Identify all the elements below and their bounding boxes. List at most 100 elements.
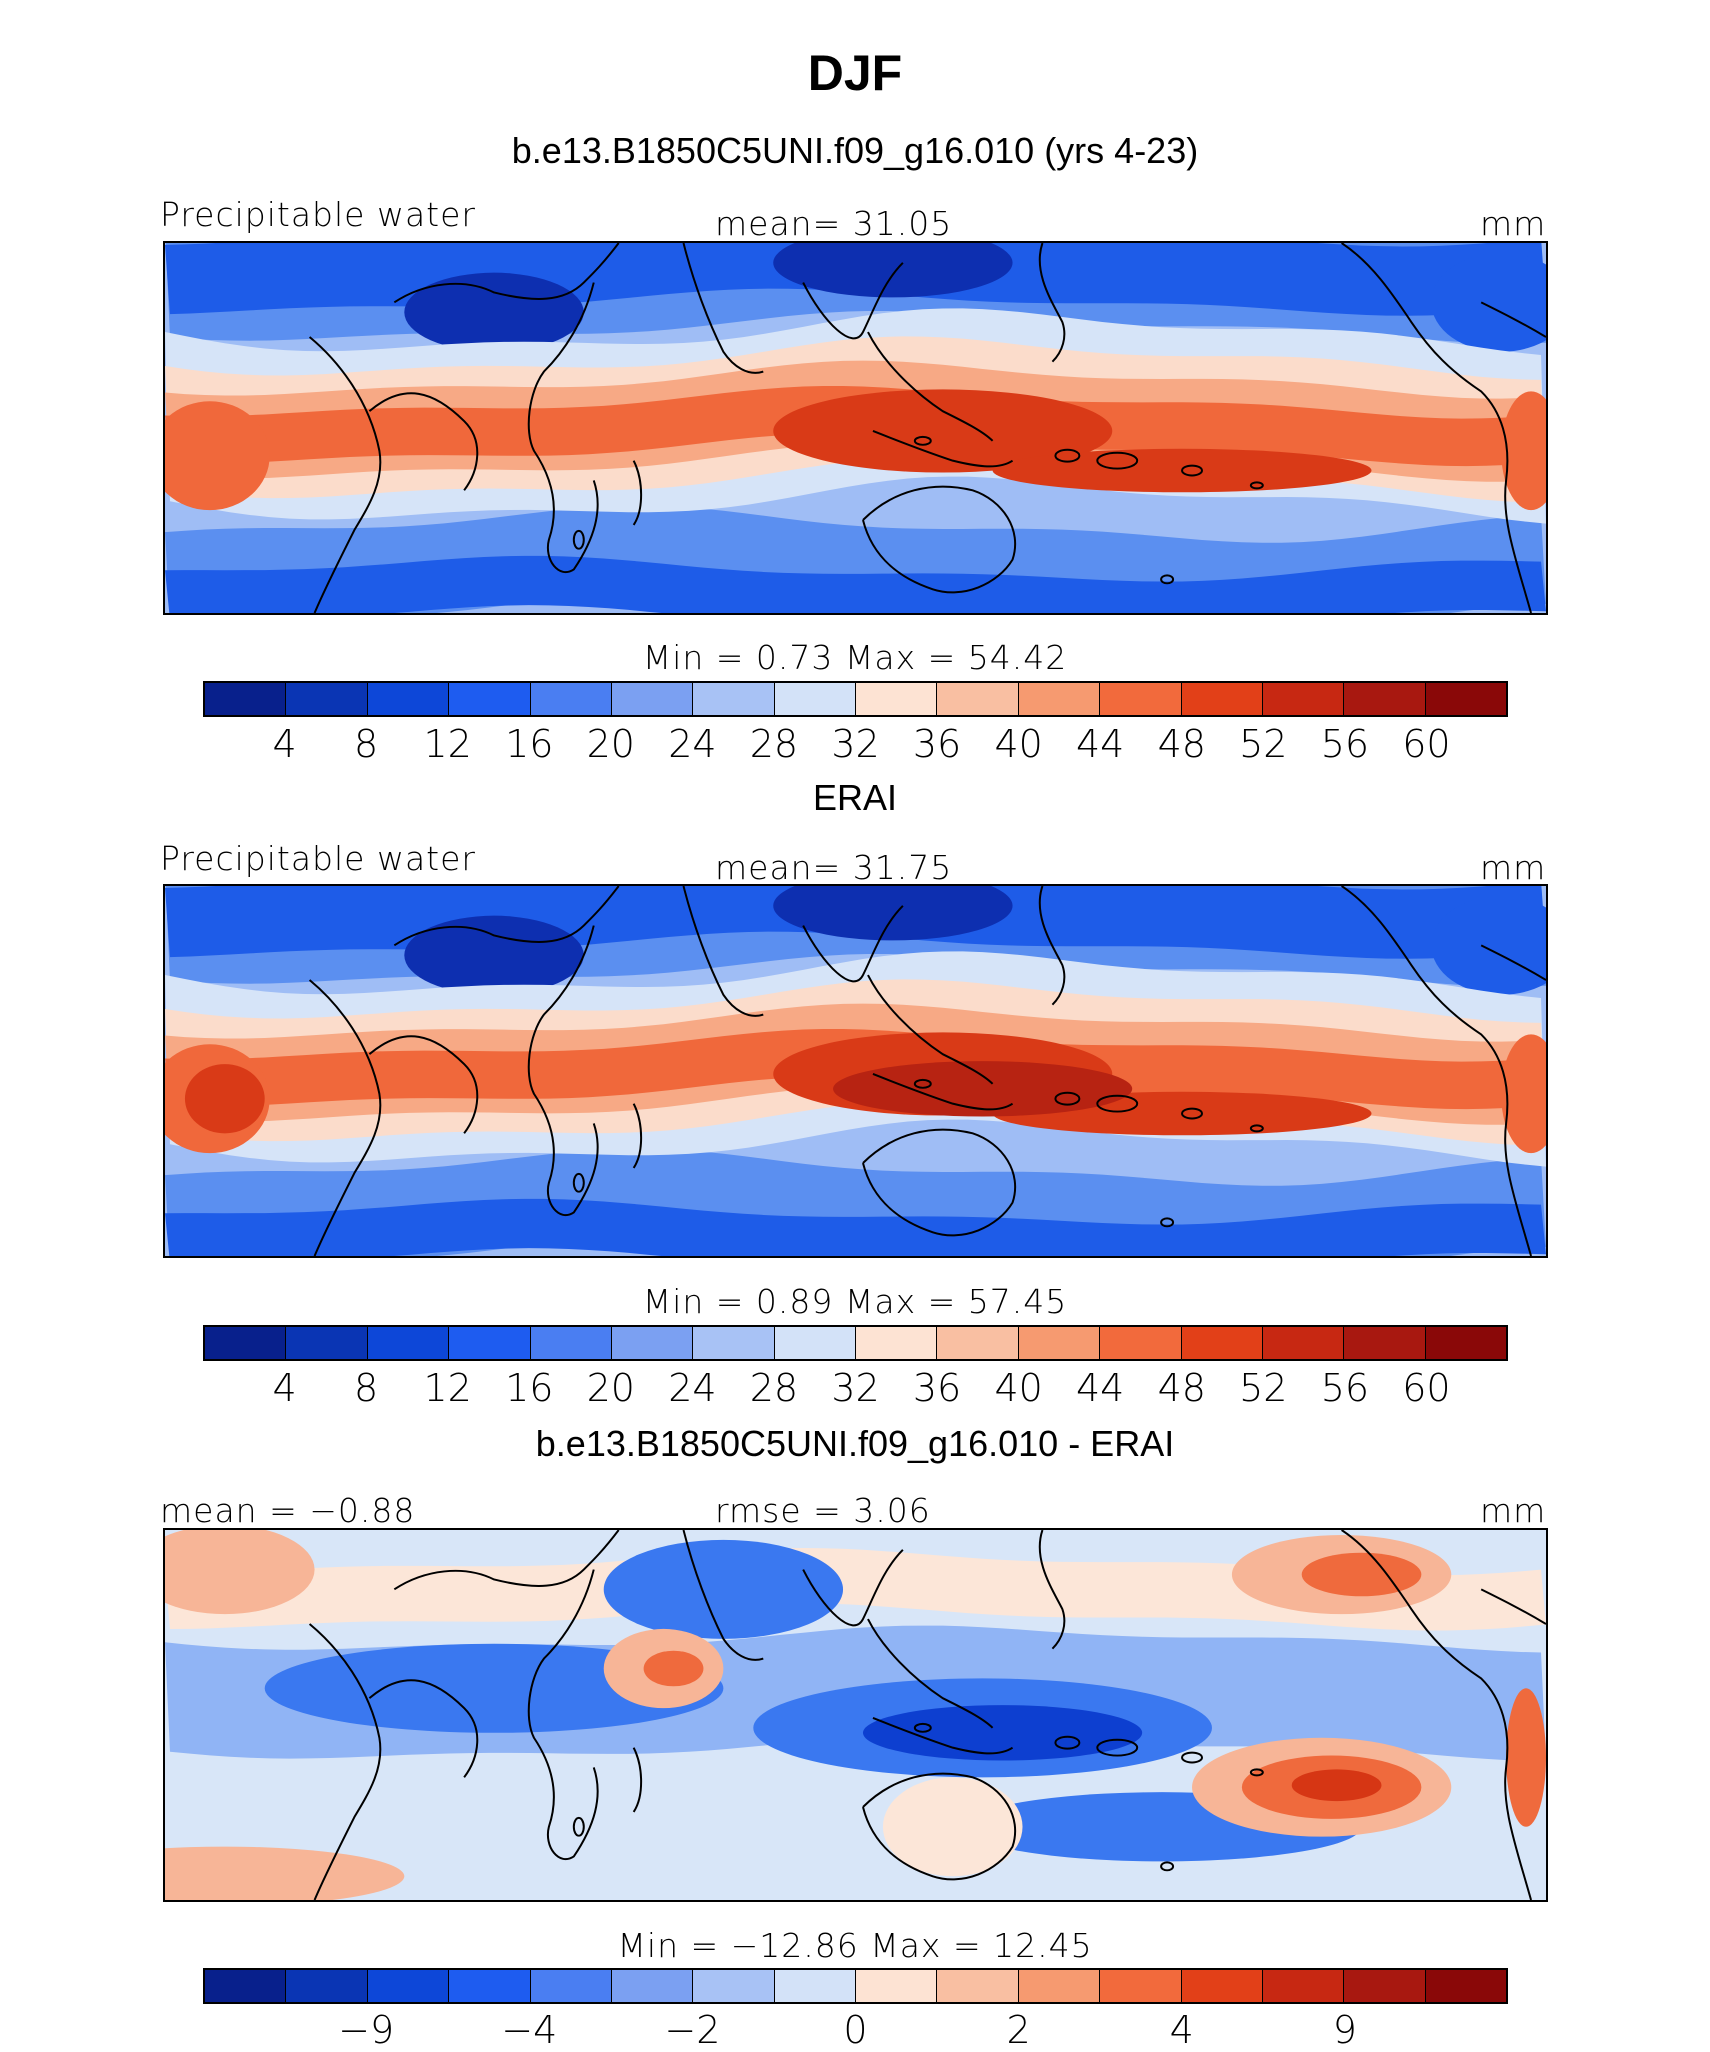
colorbar-tick-label: 2 — [1006, 2008, 1031, 2052]
colorbar-swatch — [856, 1327, 938, 1359]
panel-1-mean-label: mean= 31.05 — [715, 204, 953, 243]
colorbar-tick-label: 20 — [586, 722, 635, 766]
colorbar-tick-label: −9 — [338, 2008, 395, 2052]
colorbar-tick-label: 12 — [423, 1366, 472, 1410]
panel-3-mean-label: mean = −0.88 — [160, 1491, 416, 1530]
colorbar-tick-label: 9 — [1332, 2008, 1357, 2052]
colorbar-tick-label: 4 — [272, 722, 297, 766]
colorbar-tick-label: 60 — [1402, 722, 1451, 766]
colorbar-swatch — [1100, 1327, 1182, 1359]
colorbar-tick-label: 24 — [668, 1366, 717, 1410]
colorbar-swatch — [937, 683, 1019, 715]
colorbar-swatch — [286, 683, 368, 715]
panel-2-units-label: mm — [1480, 848, 1547, 887]
colorbar-tick-label: 36 — [912, 1366, 962, 1410]
panel-2-colorbar-ticks: 4 8 12 16 20 24 28 32 36 40 44 48 52 56 60 — [203, 1366, 1508, 1410]
colorbar-swatch — [1344, 1970, 1426, 2002]
colorbar-tick-label: 32 — [831, 1366, 880, 1410]
colorbar-tick-label: −4 — [501, 2008, 558, 2052]
panel-3-min-max: Min = −12.86 Max = 12.45 — [617, 1926, 1093, 1965]
colorbar-swatch — [774, 1327, 856, 1359]
colorbar-tick-label: 48 — [1157, 1366, 1206, 1410]
panel-2-title: ERAI — [812, 777, 898, 818]
colorbar-tick-label: 12 — [423, 722, 472, 766]
colorbar-swatch — [205, 1970, 287, 2002]
colorbar-swatch — [367, 1970, 450, 2002]
panel-2-variable-label: Precipitable water — [160, 839, 476, 878]
panel-3-units-label: mm — [1480, 1491, 1547, 1530]
colorbar-tick-label: 56 — [1320, 1366, 1370, 1410]
colorbar-tick-label: 4 — [272, 1366, 297, 1410]
panel-1-title: b.e13.B1850C5UNI.f09_g16.010 (yrs 4-23) — [511, 130, 1199, 171]
colorbar-swatch — [367, 1327, 450, 1359]
colorbar-swatch — [205, 1327, 287, 1359]
colorbar-tick-label: 28 — [749, 722, 799, 766]
colorbar-swatch — [1425, 1327, 1506, 1359]
panel-3-colorbar-ticks: −9 −4 −2 0 2 4 9 — [203, 2008, 1508, 2052]
figure-title: DJF — [807, 45, 903, 101]
colorbar-swatch — [530, 1327, 612, 1359]
colorbar-swatch — [530, 1970, 612, 2002]
panel-2-min-max: Min = 0.89 Max = 57.45 — [642, 1282, 1068, 1321]
colorbar-swatch — [286, 1327, 368, 1359]
colorbar-swatch — [449, 1327, 531, 1359]
panel-3-map — [163, 1528, 1548, 1902]
colorbar-swatch — [1262, 1970, 1345, 2002]
colorbar-swatch — [1018, 1970, 1101, 2002]
colorbar-tick-label: 44 — [1076, 1366, 1125, 1410]
colorbar-swatch — [530, 683, 612, 715]
colorbar-swatch — [937, 1970, 1019, 2002]
colorbar-swatch — [1344, 683, 1426, 715]
colorbar-tick-label: 36 — [912, 722, 962, 766]
colorbar-swatch — [1018, 683, 1101, 715]
colorbar-tick-label: 16 — [505, 722, 554, 766]
colorbar-tick-label: 20 — [586, 1366, 635, 1410]
colorbar-swatch — [774, 1970, 856, 2002]
panel-1-min-max: Min = 0.73 Max = 54.42 — [642, 638, 1068, 677]
colorbar-tick-label: 4 — [1169, 2008, 1194, 2052]
colorbar-tick-label: 8 — [354, 722, 379, 766]
colorbar-swatch — [1181, 683, 1263, 715]
colorbar-swatch — [856, 683, 938, 715]
panel-1-variable-label: Precipitable water — [160, 195, 476, 234]
colorbar-swatch — [205, 683, 287, 715]
panel-2-mean-label: mean= 31.75 — [715, 848, 953, 887]
colorbar-swatch — [856, 1970, 938, 2002]
colorbar-swatch — [449, 683, 531, 715]
colorbar-tick-label: 8 — [354, 1366, 379, 1410]
colorbar-tick-label: 44 — [1076, 722, 1125, 766]
colorbar-tick-label: −2 — [664, 2008, 721, 2052]
colorbar-tick-label: 28 — [749, 1366, 799, 1410]
colorbar-swatch — [1344, 1327, 1426, 1359]
colorbar-tick-label: 48 — [1157, 722, 1206, 766]
colorbar-swatch — [1018, 1327, 1101, 1359]
colorbar-swatch — [1181, 1970, 1263, 2002]
colorbar-tick-label: 32 — [831, 722, 880, 766]
panel-2-colorbar — [203, 1325, 1508, 1361]
colorbar-swatch — [1100, 1970, 1182, 2002]
colorbar-tick-label: 40 — [994, 722, 1043, 766]
colorbar-swatch — [937, 1327, 1019, 1359]
panel-1-colorbar-ticks: 4 8 12 16 20 24 28 32 36 40 44 48 52 56 60 — [203, 722, 1508, 766]
colorbar-swatch — [286, 1970, 368, 2002]
colorbar-tick-label: 24 — [668, 722, 717, 766]
colorbar-swatch — [1262, 683, 1345, 715]
colorbar-swatch — [774, 683, 856, 715]
colorbar-swatch — [693, 1970, 775, 2002]
colorbar-swatch — [693, 683, 775, 715]
colorbar-swatch — [611, 683, 694, 715]
colorbar-tick-label: 60 — [1402, 1366, 1451, 1410]
colorbar-tick-label: 0 — [843, 2008, 868, 2052]
panel-1-colorbar — [203, 681, 1508, 717]
colorbar-swatch — [1425, 1970, 1506, 2002]
panel-1-units-label: mm — [1480, 204, 1547, 243]
colorbar-swatch — [1100, 683, 1182, 715]
colorbar-tick-label: 52 — [1239, 722, 1288, 766]
colorbar-swatch — [1181, 1327, 1263, 1359]
colorbar-swatch — [367, 683, 450, 715]
colorbar-swatch — [611, 1970, 694, 2002]
colorbar-tick-label: 52 — [1239, 1366, 1288, 1410]
panel-1-map — [163, 241, 1548, 615]
panel-3-rmse-label: rmse = 3.06 — [715, 1491, 931, 1530]
colorbar-swatch — [611, 1327, 694, 1359]
